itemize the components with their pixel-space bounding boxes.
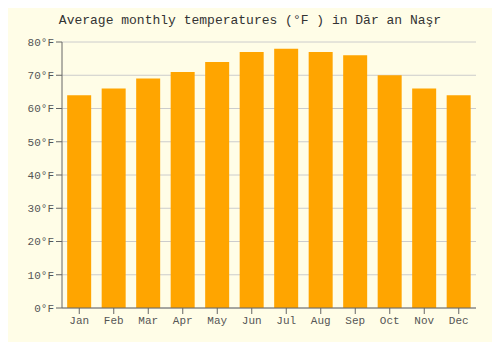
svg-text:80°F: 80°F xyxy=(28,37,54,49)
svg-text:Aug: Aug xyxy=(311,315,331,327)
svg-text:20°F: 20°F xyxy=(28,236,54,248)
svg-text:Sep: Sep xyxy=(345,315,365,327)
html-text:Average monthly temperatures (: Average monthly temperatures (°F ) in Dā… xyxy=(58,13,442,28)
svg-text:Nov: Nov xyxy=(414,315,434,327)
svg-text:Jul: Jul xyxy=(276,315,296,327)
svg-text:30°F: 30°F xyxy=(28,203,54,215)
svg-text:10°F: 10°F xyxy=(28,270,54,282)
svg-text:0°F: 0°F xyxy=(34,303,54,315)
svg-text:Mar: Mar xyxy=(138,315,158,327)
svg-text:Jan: Jan xyxy=(69,315,89,327)
svg-text:70°F: 70°F xyxy=(28,70,54,82)
svg-text:Apr: Apr xyxy=(173,315,193,327)
svg-text:Dec: Dec xyxy=(449,315,469,327)
svg-text:40°F: 40°F xyxy=(28,170,54,182)
svg-text:Feb: Feb xyxy=(104,315,124,327)
svg-text:60°F: 60°F xyxy=(28,103,54,115)
svg-text:May: May xyxy=(207,315,227,327)
svg-text:Oct: Oct xyxy=(380,315,400,327)
svg-text:Jun: Jun xyxy=(242,315,262,327)
svg-text:50°F: 50°F xyxy=(28,137,54,149)
